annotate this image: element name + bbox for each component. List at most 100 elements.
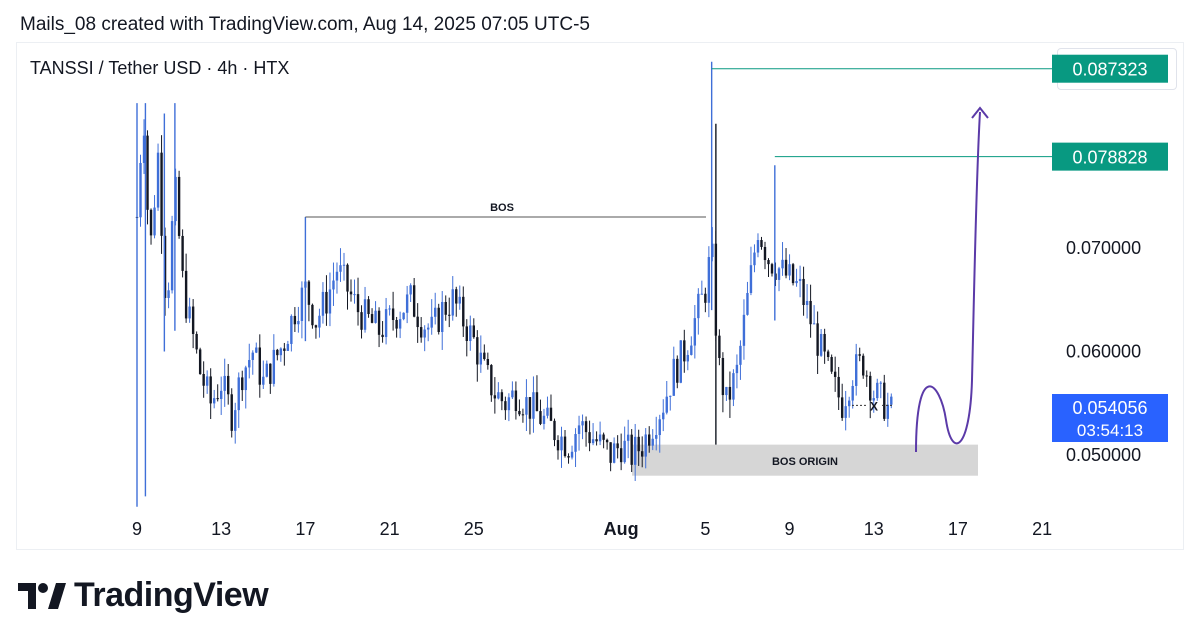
- candle-body: [212, 398, 216, 404]
- candle-body: [223, 375, 226, 391]
- candle-body: [532, 392, 535, 419]
- candle: [248, 343, 251, 379]
- candle-body: [339, 265, 342, 272]
- candle-body: [479, 352, 483, 365]
- candle-body: [255, 347, 258, 353]
- candle: [160, 135, 163, 254]
- candle: [437, 303, 440, 335]
- candle: [809, 284, 812, 338]
- candle: [230, 388, 233, 438]
- candle: [416, 303, 419, 343]
- candle: [511, 381, 514, 400]
- candle: [816, 311, 819, 374]
- candle: [500, 389, 504, 411]
- candle: [216, 384, 219, 402]
- x-tick-label: 9: [132, 519, 142, 539]
- candle: [293, 307, 297, 332]
- tradingview-wordmark: TradingView: [74, 576, 269, 614]
- candle: [577, 415, 581, 451]
- candle: [777, 266, 781, 292]
- candle: [798, 265, 802, 298]
- candle-body: [826, 351, 830, 358]
- candle-body: [556, 440, 560, 451]
- candle-body: [332, 280, 335, 290]
- candle: [528, 397, 532, 435]
- candle-body: [598, 434, 602, 442]
- candle-body: [760, 240, 763, 247]
- candle-body: [812, 323, 816, 325]
- candle: [855, 343, 858, 396]
- candle: [483, 344, 486, 361]
- candle: [749, 246, 753, 296]
- candle: [721, 352, 725, 413]
- candle-body: [570, 451, 574, 458]
- candle: [177, 170, 181, 239]
- candle-body: [321, 291, 325, 316]
- target-level-box: [1052, 142, 1168, 171]
- candle-body: [700, 293, 704, 295]
- candle: [486, 352, 490, 370]
- candle-body: [500, 392, 504, 402]
- candle: [658, 414, 661, 453]
- candle-body: [412, 285, 416, 317]
- candle: [605, 438, 609, 450]
- candle: [781, 242, 784, 276]
- candle-body: [286, 343, 290, 351]
- candle-body: [577, 425, 581, 435]
- candle: [655, 416, 658, 451]
- candle-body: [567, 456, 570, 458]
- candle-body: [409, 285, 412, 295]
- candle: [753, 244, 756, 273]
- candle-body: [876, 382, 879, 399]
- candle-body: [605, 439, 609, 443]
- candle-body: [265, 363, 269, 377]
- candle: [823, 328, 826, 364]
- candle: [328, 272, 332, 327]
- candle-body: [444, 301, 447, 315]
- candle: [560, 426, 563, 468]
- candle-body: [346, 264, 349, 292]
- candle-body: [195, 333, 198, 350]
- candle-body: [865, 375, 868, 377]
- candle-body: [262, 376, 265, 385]
- candle: [223, 358, 226, 407]
- candle: [553, 418, 556, 447]
- tradingview-logo: TradingView: [18, 576, 269, 615]
- candle: [844, 390, 847, 431]
- candle-body: [391, 308, 395, 321]
- candle-body: [451, 289, 454, 316]
- chart-pane[interactable]: [16, 42, 1184, 550]
- target-level-label: 0.087323: [1072, 60, 1147, 80]
- candle: [718, 329, 721, 366]
- candle-body: [630, 434, 633, 465]
- candle-body: [784, 259, 788, 276]
- candle-body: [191, 306, 195, 334]
- candle: [370, 308, 374, 324]
- candle-body: [553, 420, 556, 441]
- candle-body: [290, 315, 293, 344]
- candle: [184, 253, 188, 323]
- candle-body: [272, 349, 276, 384]
- candle: [693, 304, 697, 359]
- candle: [507, 393, 511, 422]
- candle-body: [177, 176, 181, 236]
- candle-body: [269, 363, 272, 384]
- candle-body: [497, 392, 500, 399]
- candle-body: [441, 301, 444, 332]
- candle: [504, 396, 507, 420]
- candle-body: [230, 394, 233, 431]
- candle: [167, 282, 170, 309]
- candle: [686, 350, 690, 371]
- candle-body: [879, 382, 882, 384]
- x-mark-label: X: [870, 399, 878, 413]
- candle-body: [220, 390, 223, 399]
- candle-body: [756, 240, 760, 253]
- candle: [325, 275, 328, 326]
- candle: [153, 195, 156, 239]
- candle: [742, 299, 746, 360]
- bos-origin-label: BOS ORIGIN: [772, 456, 838, 468]
- candle: [346, 263, 349, 310]
- candle: [837, 366, 840, 410]
- candle-body: [507, 397, 511, 411]
